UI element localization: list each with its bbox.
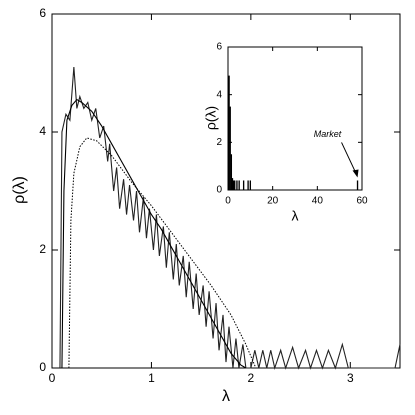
x-tick-label: 40	[312, 196, 324, 207]
y-tick-label: 6	[39, 6, 46, 20]
main-plot: 0 1 2 3 0 2 4 6 λ ρ(λ)	[11, 6, 401, 405]
inset: 0 20 40 60 0 2 4 6 λ ρ(λ) Market	[198, 39, 374, 227]
x-tick-label: 60	[356, 196, 368, 207]
curve	[68, 137, 257, 369]
arrow-head	[352, 169, 359, 178]
y-axis-label: ρ(λ)	[203, 106, 219, 130]
bar	[236, 180, 238, 190]
bar	[356, 180, 359, 190]
y-tick-label: 4	[216, 89, 222, 100]
y-tick-label: 0	[216, 185, 222, 196]
x-axis-label: λ	[222, 388, 230, 405]
x-axis-label: λ	[292, 208, 299, 224]
x-tick-label: 1	[148, 371, 155, 385]
bar	[238, 180, 240, 190]
y-tick-label: 6	[216, 42, 222, 53]
annotation: Market	[314, 129, 342, 139]
x-tick-label: 0	[49, 371, 56, 385]
bar	[230, 154, 233, 190]
x-tick-label: 3	[347, 371, 354, 385]
bar	[249, 180, 252, 190]
x-tick-label: 0	[225, 196, 231, 207]
y-tick-label: 4	[39, 124, 46, 138]
curve	[59, 67, 401, 371]
frame	[227, 46, 363, 191]
bar	[234, 180, 236, 190]
y-tick-label: 2	[216, 137, 222, 148]
frame	[51, 13, 401, 369]
curve	[61, 98, 247, 369]
annotation-arrow	[341, 142, 357, 175]
y-tick-label: 2	[39, 242, 46, 256]
y-axis-label: ρ(λ)	[11, 176, 28, 204]
x-tick-label: 20	[267, 196, 279, 207]
bar	[228, 75, 230, 190]
bar	[232, 180, 235, 190]
bar	[242, 180, 245, 190]
x-tick-label: 2	[248, 371, 255, 385]
bar	[229, 106, 231, 190]
y-tick-label: 0	[39, 360, 46, 374]
bar	[231, 178, 234, 190]
inset-bg	[198, 39, 374, 227]
bar	[247, 180, 249, 190]
